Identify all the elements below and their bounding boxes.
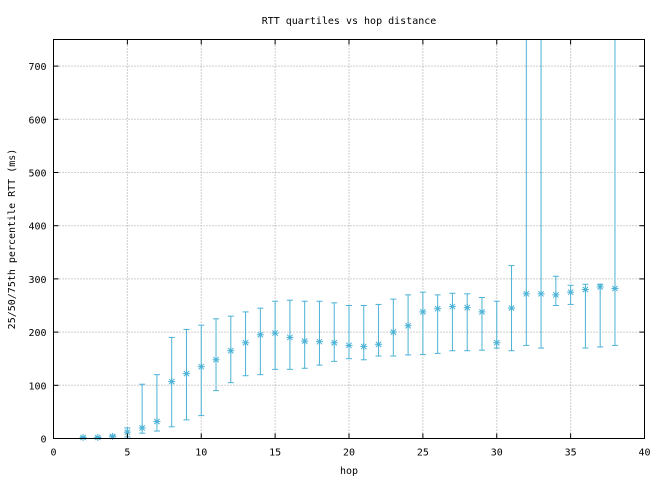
data-point xyxy=(611,39,619,346)
median-marker xyxy=(94,433,102,441)
data-point xyxy=(552,275,560,306)
x-tick-label: 30 xyxy=(491,448,503,459)
data-point xyxy=(419,291,427,355)
data-point xyxy=(537,39,545,349)
data-point xyxy=(227,315,235,384)
median-marker xyxy=(611,284,619,292)
data-point xyxy=(242,311,250,377)
data-point xyxy=(301,300,309,369)
median-marker xyxy=(286,333,294,341)
data-point xyxy=(79,433,87,441)
y-tick-label: 0 xyxy=(40,435,46,446)
median-marker xyxy=(522,290,530,298)
y-tick-label: 200 xyxy=(28,328,46,339)
data-point xyxy=(522,39,530,346)
median-marker xyxy=(419,308,427,316)
data-point xyxy=(448,292,456,352)
data-point xyxy=(256,307,264,376)
data-point xyxy=(168,336,176,428)
data-point xyxy=(94,433,102,441)
data-point xyxy=(434,294,442,354)
chart-title: RTT quartiles vs hop distance xyxy=(262,16,437,27)
y-tick-label: 400 xyxy=(28,222,46,233)
median-marker xyxy=(581,286,589,294)
data-point xyxy=(360,305,368,361)
median-marker xyxy=(478,308,486,316)
median-marker xyxy=(315,338,323,346)
data-point xyxy=(404,294,412,356)
data-point xyxy=(508,265,516,352)
x-axis-label: hop xyxy=(340,466,358,477)
data-point xyxy=(463,293,471,352)
data-point xyxy=(567,284,575,305)
data-point xyxy=(389,298,397,357)
data-point xyxy=(478,297,486,351)
median-marker xyxy=(182,370,190,378)
median-marker xyxy=(168,378,176,386)
median-marker xyxy=(493,339,501,347)
rtt-series xyxy=(79,39,619,441)
x-tick-label: 25 xyxy=(417,448,429,459)
median-marker xyxy=(79,433,87,441)
x-tick-label: 20 xyxy=(343,448,355,459)
data-point xyxy=(197,324,205,417)
median-marker xyxy=(537,290,545,298)
median-marker xyxy=(138,424,146,432)
median-marker xyxy=(242,339,250,347)
y-tick-label: 600 xyxy=(28,115,46,126)
median-marker xyxy=(434,305,442,313)
data-point xyxy=(345,305,353,360)
median-marker xyxy=(330,339,338,347)
data-point xyxy=(315,300,323,366)
median-marker xyxy=(345,341,353,349)
x-tick-label: 0 xyxy=(50,448,56,459)
y-tick-label: 700 xyxy=(28,62,46,73)
grid xyxy=(53,39,645,439)
median-marker xyxy=(552,291,560,299)
median-marker xyxy=(389,328,397,336)
data-point xyxy=(581,283,589,349)
data-point xyxy=(493,300,501,349)
y-tick-label: 300 xyxy=(28,275,46,286)
data-point xyxy=(271,300,279,370)
data-point xyxy=(153,374,161,432)
y-axis-label: 25/50/75th percentile RTT (ms) xyxy=(7,149,18,330)
median-marker xyxy=(596,283,604,291)
data-point xyxy=(212,318,220,392)
x-tick-label: 10 xyxy=(195,448,207,459)
median-marker xyxy=(360,342,368,350)
x-tick-label: 40 xyxy=(638,448,650,459)
x-tick-label: 35 xyxy=(565,448,577,459)
median-marker xyxy=(227,347,235,355)
median-marker xyxy=(404,322,412,330)
median-marker xyxy=(212,356,220,364)
x-tick-label: 15 xyxy=(269,448,281,459)
data-point xyxy=(182,328,190,421)
median-marker xyxy=(271,329,279,337)
median-marker xyxy=(197,363,205,371)
data-point xyxy=(375,303,383,357)
y-tick-label: 100 xyxy=(28,381,46,392)
x-tick-label: 5 xyxy=(124,448,130,459)
median-marker xyxy=(567,288,575,296)
data-point xyxy=(138,383,146,434)
median-marker xyxy=(448,303,456,311)
median-marker xyxy=(301,337,309,345)
median-marker xyxy=(463,304,471,312)
median-marker xyxy=(375,340,383,348)
median-marker xyxy=(153,417,161,425)
data-point xyxy=(286,299,294,370)
data-point xyxy=(330,302,338,362)
data-point xyxy=(596,283,604,348)
median-marker xyxy=(256,331,264,339)
median-marker xyxy=(508,304,516,312)
y-tick-label: 500 xyxy=(28,169,46,180)
